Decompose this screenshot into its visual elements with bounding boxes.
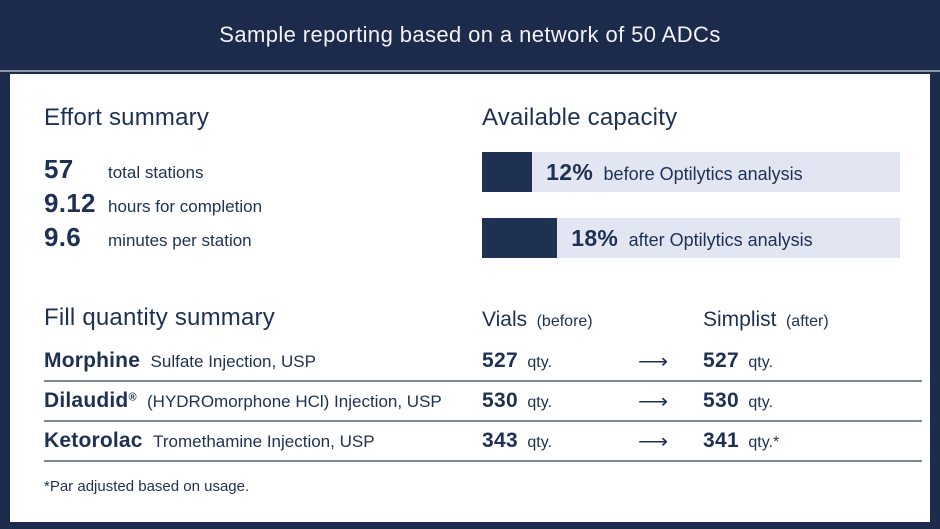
stat-label: minutes per station bbox=[108, 231, 252, 250]
capacity-percent: 12% bbox=[546, 158, 594, 185]
column-name: Vials bbox=[482, 308, 528, 331]
drug-detail: Tromethamine Injection, USP bbox=[153, 432, 375, 451]
table-row-dilaudid: Dilaudid® (HYDROmorphone HCl) Injection,… bbox=[44, 382, 922, 422]
stat-minutes-per-station: 9.6 minutes per station bbox=[44, 222, 444, 256]
qty-value: 527 bbox=[703, 349, 739, 372]
registered-mark: ® bbox=[128, 391, 137, 404]
content-area: Effort summary 57 total stations 9.12 ho… bbox=[10, 74, 930, 522]
right-arrow-icon: ⟶ bbox=[637, 429, 669, 453]
table-row-morphine: Morphine Sulfate Injection, USP 527 qty.… bbox=[44, 342, 922, 382]
qty-value: 527 bbox=[482, 349, 518, 372]
footer-bar bbox=[0, 522, 940, 529]
column-qualifier: (before) bbox=[536, 313, 593, 330]
capacity-bar-before-fill bbox=[482, 152, 533, 192]
drug-cell: Dilaudid® (HYDROmorphone HCl) Injection,… bbox=[44, 389, 482, 413]
before-qty-cell: 343 qty. bbox=[482, 429, 617, 453]
qty-unit: qty. bbox=[748, 354, 774, 371]
capacity-bar-after-fill bbox=[482, 218, 558, 258]
qty-unit: qty. bbox=[748, 394, 774, 411]
after-qty-cell: 341 qty.* bbox=[703, 429, 922, 453]
qty-unit: qty. bbox=[527, 354, 553, 371]
capacity-bar-before-label: 12% before Optilytics analysis bbox=[546, 159, 802, 186]
qty-value: 530 bbox=[703, 389, 739, 412]
before-qty-cell: 527 qty. bbox=[482, 349, 617, 373]
drug-detail: Sulfate Injection, USP bbox=[150, 352, 316, 371]
qty-value: 343 bbox=[482, 429, 518, 452]
capacity-label-text: before Optilytics analysis bbox=[603, 163, 803, 184]
qty-value: 530 bbox=[482, 389, 518, 412]
stat-value: 57 bbox=[44, 154, 74, 184]
stat-label: total stations bbox=[108, 163, 204, 182]
drug-name: Morphine bbox=[44, 349, 141, 372]
drug-detail: (HYDROmorphone HCl) Injection, USP bbox=[147, 392, 442, 411]
page-title: Sample reporting based on a network of 5… bbox=[219, 22, 721, 47]
right-arrow-icon: ⟶ bbox=[637, 389, 669, 413]
column-header-simplist-after: Simplist (after) bbox=[703, 308, 829, 332]
stat-total-stations: 57 total stations bbox=[44, 154, 444, 188]
qty-unit: qty. bbox=[527, 434, 553, 451]
capacity-label-text: after Optilytics analysis bbox=[628, 229, 813, 250]
effort-stats-list: 57 total stations 9.12 hours for complet… bbox=[44, 154, 444, 256]
qty-unit: qty. bbox=[527, 394, 553, 411]
fill-quantity-table: Morphine Sulfate Injection, USP 527 qty.… bbox=[44, 342, 922, 462]
stat-value: 9.12 bbox=[44, 188, 96, 218]
right-arrow-icon: ⟶ bbox=[637, 349, 669, 373]
column-name: Simplist bbox=[703, 308, 777, 331]
qty-unit: qty.* bbox=[748, 434, 780, 451]
capacity-bar-after: 18% after Optilytics analysis bbox=[482, 218, 900, 258]
capacity-bar-before: 12% before Optilytics analysis bbox=[482, 152, 900, 192]
stat-hours-completion: 9.12 hours for completion bbox=[44, 188, 444, 222]
qty-value: 341 bbox=[703, 429, 739, 452]
drug-name: Dilaudid bbox=[44, 389, 129, 412]
capacity-percent: 18% bbox=[571, 224, 619, 251]
fill-quantity-heading: Fill quantity summary bbox=[44, 304, 275, 331]
stat-value: 9.6 bbox=[44, 222, 82, 252]
column-qualifier: (after) bbox=[785, 313, 829, 330]
column-header-vials-before: Vials (before) bbox=[482, 308, 593, 332]
table-row-ketorolac: Ketorolac Tromethamine Injection, USP 34… bbox=[44, 422, 922, 462]
after-qty-cell: 530 qty. bbox=[703, 389, 922, 413]
available-capacity-heading: Available capacity bbox=[482, 104, 678, 131]
before-qty-cell: 530 qty. bbox=[482, 389, 617, 413]
header-bar: Sample reporting based on a network of 5… bbox=[0, 0, 940, 72]
drug-name: Ketorolac bbox=[44, 429, 143, 452]
drug-cell: Ketorolac Tromethamine Injection, USP bbox=[44, 429, 482, 453]
drug-cell: Morphine Sulfate Injection, USP bbox=[44, 349, 482, 373]
capacity-bar-after-label: 18% after Optilytics analysis bbox=[571, 225, 812, 252]
footnote: *Par adjusted based on usage. bbox=[44, 478, 250, 495]
after-qty-cell: 527 qty. bbox=[703, 349, 922, 373]
effort-summary-heading: Effort summary bbox=[44, 104, 210, 131]
stat-label: hours for completion bbox=[108, 197, 263, 216]
